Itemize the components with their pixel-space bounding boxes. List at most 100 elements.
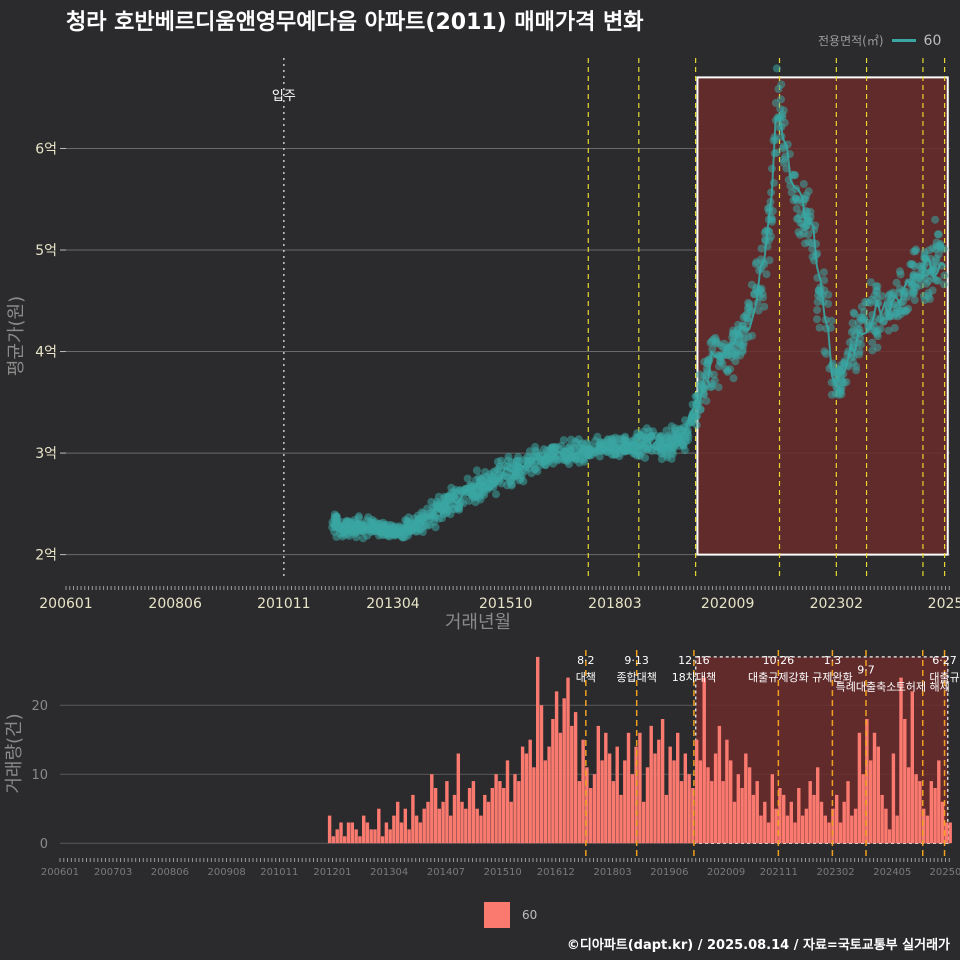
volume-bar <box>691 788 695 844</box>
policy-date: 9·7 <box>857 663 875 676</box>
data-point <box>338 532 347 541</box>
policy-name: 대출규제강화 <box>748 671 809 684</box>
policy-date: 9·13 <box>624 654 649 667</box>
data-point <box>615 452 624 461</box>
policy-name: 대책 <box>576 671 596 684</box>
volume-bar <box>547 746 551 844</box>
volume-bar <box>922 808 926 844</box>
volume-bar <box>865 719 869 844</box>
data-point <box>470 492 479 501</box>
policy-name: 대출규 <box>929 671 959 684</box>
data-point <box>903 293 912 301</box>
volume-bar <box>490 788 495 844</box>
x-tick-label: 200806 <box>151 867 189 878</box>
data-point <box>706 383 715 392</box>
data-point <box>642 424 651 433</box>
data-point <box>870 291 879 300</box>
data-point <box>514 452 523 461</box>
data-point <box>332 521 340 530</box>
x-tick-label: 202009 <box>707 867 745 878</box>
data-point <box>852 366 861 375</box>
volume-bar <box>392 815 396 844</box>
data-point <box>754 306 763 315</box>
policy-name: 종합대책 <box>616 671 656 684</box>
volume-bar <box>365 822 370 844</box>
volume-bar <box>441 801 445 844</box>
volume-bar <box>414 815 419 844</box>
volume-bar <box>819 801 824 844</box>
data-point <box>790 171 799 180</box>
data-point <box>724 351 733 360</box>
data-point <box>739 313 748 322</box>
volume-bar <box>835 794 839 844</box>
data-point <box>774 85 783 93</box>
data-point <box>463 474 472 483</box>
legend-top: 전용면적(㎡) 60 <box>818 32 941 49</box>
data-point <box>591 436 600 445</box>
policy-name: 18차대책 <box>672 671 716 684</box>
data-point <box>910 296 919 304</box>
volume-bar <box>524 753 529 844</box>
volume-bar <box>339 822 343 844</box>
volume-bar <box>869 760 873 844</box>
data-point <box>866 298 875 307</box>
data-point <box>715 362 723 371</box>
data-point <box>838 378 847 387</box>
volume-bar <box>872 732 877 844</box>
volume-bar <box>940 801 945 844</box>
volume-bar <box>346 822 351 844</box>
data-point <box>765 256 774 265</box>
volume-bar <box>369 829 373 844</box>
volume-bar <box>596 725 601 844</box>
volume-bar <box>763 801 767 844</box>
volume-bar <box>498 781 502 844</box>
data-point <box>813 306 822 315</box>
volume-bar <box>876 746 881 844</box>
volume-bar <box>407 829 411 844</box>
volume-bar <box>566 677 570 844</box>
volume-bar <box>778 788 782 844</box>
x-tick-label: 201407 <box>427 867 465 878</box>
volume-bar <box>573 712 578 844</box>
volume-bar <box>615 746 619 844</box>
volume-bar <box>502 788 506 844</box>
volume-bar <box>445 781 449 844</box>
data-point <box>806 207 815 216</box>
data-point <box>940 280 948 289</box>
volume-bar <box>914 774 918 844</box>
volume-bar <box>543 760 548 844</box>
volume-bar <box>581 739 585 844</box>
volume-bar <box>857 732 862 844</box>
volume-bar <box>660 719 665 844</box>
data-point <box>404 531 413 540</box>
volume-bar <box>698 760 703 844</box>
data-point <box>654 437 663 446</box>
volume-bar <box>536 656 540 844</box>
x-tick-label: 200908 <box>208 867 246 878</box>
x-tick-label: 201803 <box>588 596 641 612</box>
volume-bar <box>358 836 362 844</box>
legend-title: 전용면적(㎡) <box>818 34 884 48</box>
data-point <box>504 452 513 461</box>
volume-bar <box>759 815 763 844</box>
volume-bar <box>494 774 498 844</box>
data-point <box>761 235 770 244</box>
data-point <box>940 271 949 280</box>
volume-bar <box>793 822 797 844</box>
data-point <box>895 267 904 276</box>
data-point <box>723 367 732 376</box>
volume-bar <box>464 808 468 844</box>
x-tick-label: 200601 <box>39 596 92 612</box>
volume-bar <box>520 746 525 844</box>
volume-bar <box>850 815 854 844</box>
volume-bar <box>471 781 476 844</box>
data-point <box>931 245 940 254</box>
x-tick-label: 202302 <box>810 596 863 612</box>
data-point <box>827 316 836 325</box>
volume-bar <box>782 794 786 844</box>
policy-name: 규제완화 <box>812 671 852 684</box>
volume-bar <box>672 760 676 844</box>
volume-bar <box>456 753 461 844</box>
data-point <box>739 341 748 350</box>
volume-bar <box>918 781 922 844</box>
